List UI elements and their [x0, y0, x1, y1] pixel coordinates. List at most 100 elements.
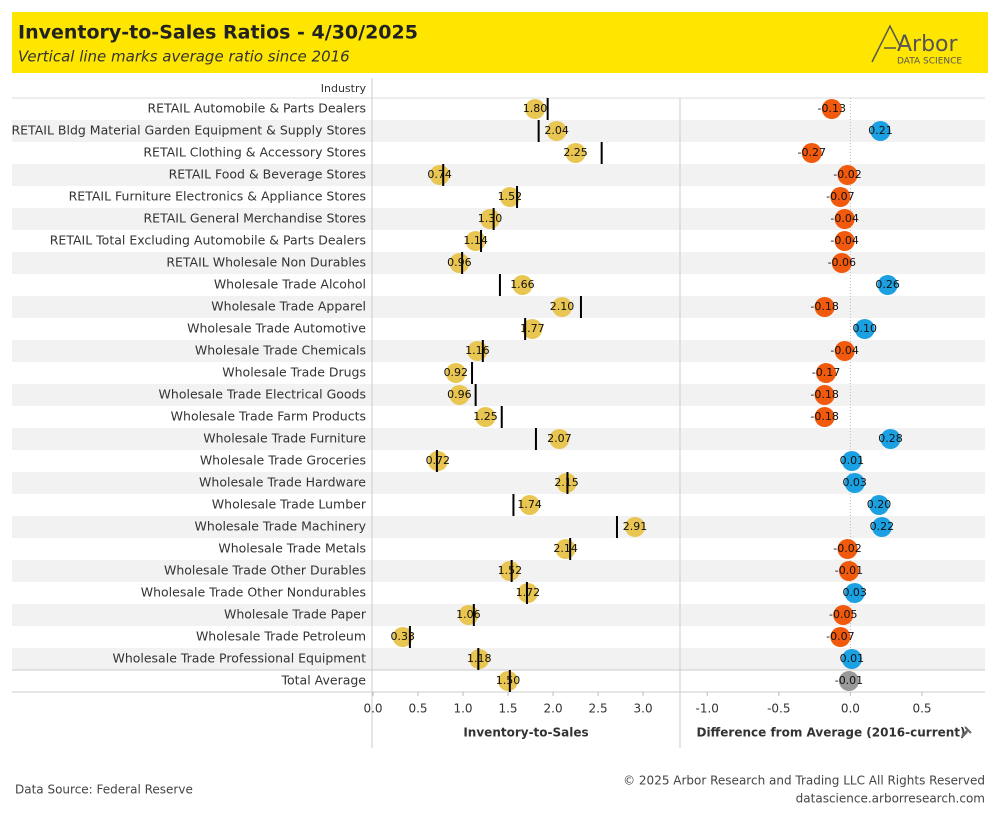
data-label: 0.74 — [427, 168, 452, 181]
category-label: RETAIL Clothing & Accessory Stores — [143, 145, 366, 160]
data-label: 0.10 — [852, 322, 877, 335]
category-label: RETAIL Automobile & Parts Dealers — [148, 101, 367, 116]
logo-bottom: DATA SCIENCE — [897, 57, 962, 67]
dot — [841, 451, 862, 471]
category-label: Wholesale Trade Machinery — [195, 519, 367, 534]
dot — [498, 671, 519, 691]
row-band — [12, 384, 985, 406]
data-label: 2.25 — [563, 146, 588, 159]
x-tick-label: -1.0 — [695, 702, 718, 716]
category-label: Wholesale Trade Groceries — [200, 453, 366, 468]
data-label: 2.07 — [547, 432, 572, 445]
data-label: 0.03 — [842, 476, 867, 489]
data-label: 1.25 — [473, 410, 498, 423]
category-label: Wholesale Trade Lumber — [212, 497, 367, 512]
title: Inventory-to-Sales Ratios - 4/30/2025 — [18, 22, 418, 44]
dot — [475, 407, 496, 427]
data-label: 0.96 — [447, 388, 472, 401]
data-label: -0.07 — [826, 630, 854, 643]
dot — [549, 429, 570, 449]
category-label: RETAIL Wholesale Non Durables — [166, 255, 366, 270]
data-label: 2.15 — [554, 476, 579, 489]
data-label: -0.01 — [835, 564, 863, 577]
dot — [801, 143, 822, 163]
data-label: 0.33 — [390, 630, 415, 643]
category-label: Wholesale Trade Professional Equipment — [112, 651, 366, 666]
dot — [525, 99, 546, 119]
dot — [834, 209, 855, 229]
data-label: 1.50 — [496, 674, 521, 687]
data-label: 0.01 — [840, 652, 865, 665]
dot — [552, 297, 573, 317]
data-label: -0.18 — [810, 410, 838, 423]
dot — [546, 121, 567, 141]
category-label: Wholesale Trade Apparel — [211, 299, 366, 314]
dot — [834, 341, 855, 361]
row-band — [12, 648, 985, 670]
category-label: Wholesale Trade Farm Products — [171, 409, 366, 424]
data-label: 0.72 — [426, 454, 451, 467]
data-label: 1.06 — [456, 608, 481, 621]
data-label: -0.02 — [833, 168, 861, 181]
category-label: RETAIL Food & Beverage Stores — [169, 167, 366, 182]
header-band — [12, 12, 988, 73]
data-label: 2.14 — [553, 542, 578, 555]
dot — [445, 363, 466, 383]
logo-mark — [871, 24, 901, 63]
category-label: Wholesale Trade Petroleum — [196, 629, 366, 644]
x-tick-label: 1.5 — [498, 702, 517, 716]
data-label: 1.18 — [467, 652, 492, 665]
data-label: -0.06 — [828, 256, 856, 269]
data-label: 1.66 — [510, 278, 535, 291]
data-label: -0.04 — [830, 234, 858, 247]
x-tick-label: 2.0 — [544, 702, 563, 716]
data-label: 1.14 — [463, 234, 488, 247]
data-label: 1.74 — [517, 498, 542, 511]
dot — [877, 275, 898, 295]
dot — [821, 99, 842, 119]
category-label: RETAIL Bldg Material Garden Equipment & … — [11, 123, 366, 138]
row-band — [12, 604, 985, 626]
data-label: 2.04 — [544, 124, 569, 137]
x-tick-label: 0.5 — [408, 702, 427, 716]
x-tick-label: 3.0 — [634, 702, 653, 716]
data-label: 0.22 — [870, 520, 895, 533]
dot — [392, 627, 413, 647]
category-label: RETAIL Total Excluding Automobile & Part… — [50, 233, 366, 248]
x-tick-label: 2.5 — [589, 702, 608, 716]
data-label: 2.91 — [623, 520, 648, 533]
category-label: Wholesale Trade Furniture — [203, 431, 366, 446]
dot — [838, 561, 859, 581]
dot — [837, 165, 858, 185]
dot — [830, 187, 851, 207]
dot — [512, 275, 533, 295]
dot — [871, 517, 892, 537]
category-label: RETAIL Furniture Electronics & Appliance… — [69, 189, 366, 204]
dot — [499, 561, 520, 581]
row-band — [12, 560, 985, 582]
row-band — [12, 428, 985, 450]
data-label: 1.52 — [498, 564, 523, 577]
logo-top: Arbor — [897, 32, 959, 57]
data-label: 0.01 — [840, 454, 865, 467]
data-label: -0.07 — [826, 190, 854, 203]
dot — [449, 385, 470, 405]
data-label: 0.26 — [875, 278, 900, 291]
pin-icon[interactable] — [961, 726, 972, 737]
data-label: -0.04 — [830, 344, 858, 357]
x-tick-label: 0.5 — [912, 702, 931, 716]
row-band — [12, 296, 985, 318]
dot — [814, 297, 835, 317]
category-label: Wholesale Trade Automotive — [187, 321, 366, 336]
data-label: -0.04 — [830, 212, 858, 225]
category-label: Wholesale Trade Hardware — [199, 475, 366, 490]
data-label: 0.03 — [842, 586, 867, 599]
dot — [565, 143, 586, 163]
category-label: Wholesale Trade Metals — [218, 541, 366, 556]
data-label: 2.10 — [550, 300, 575, 313]
data-label: 0.28 — [878, 432, 903, 445]
category-label: Total Average — [281, 673, 367, 688]
data-label: 0.21 — [868, 124, 893, 137]
data-label: -0.27 — [798, 146, 826, 159]
dot — [833, 605, 854, 625]
